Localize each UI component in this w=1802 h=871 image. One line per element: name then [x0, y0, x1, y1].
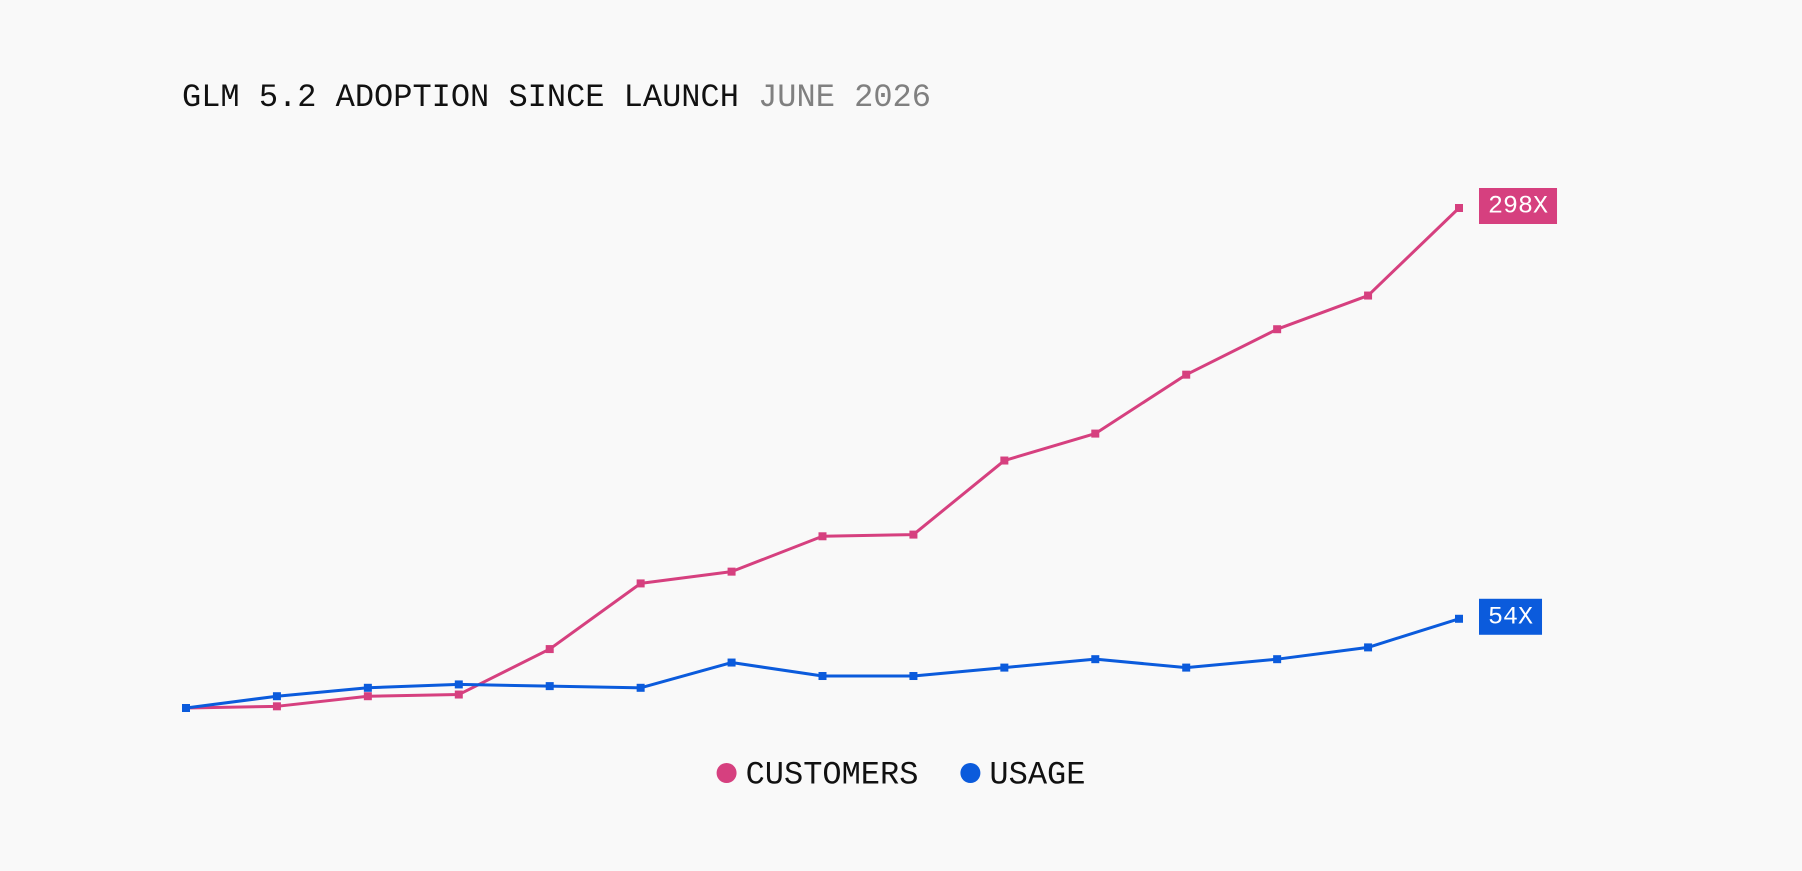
legend-marker [716, 763, 737, 783]
legend: CUSTOMERS USAGE [716, 756, 1085, 793]
value-label-text: 54X [1488, 602, 1533, 631]
value-label-text: 298X [1488, 192, 1548, 221]
point-marker [1273, 325, 1282, 334]
legend-label: USAGE [989, 756, 1085, 793]
point-marker [1091, 655, 1100, 664]
point-marker [1091, 429, 1100, 438]
point-marker [272, 692, 281, 701]
point-marker [363, 692, 372, 701]
point-marker [545, 645, 554, 654]
point-marker [182, 704, 190, 712]
chart-title: GLM 5.2 ADOPTION SINCE LAUNCH JUNE 2026 [182, 79, 931, 116]
point-marker [818, 532, 827, 541]
point-marker [727, 567, 736, 576]
point-marker [909, 672, 918, 681]
value-label-box [1479, 188, 1558, 224]
point-marker [1364, 291, 1373, 300]
point-marker [636, 579, 645, 588]
point-marker [1000, 663, 1009, 672]
value-label-box [1479, 598, 1543, 635]
value-label: 54X [1479, 598, 1543, 635]
point-marker [454, 690, 463, 699]
point-marker [1000, 456, 1009, 465]
point-marker [1182, 663, 1191, 672]
point-marker [909, 530, 918, 539]
title: GLM 5.2 ADOPTION SINCE LAUNCH [182, 79, 739, 116]
point-marker [545, 682, 554, 691]
point-marker [363, 683, 372, 692]
point-marker [454, 680, 463, 689]
point-marker [1273, 655, 1282, 664]
point-marker [818, 672, 827, 681]
legend-label: CUSTOMERS [746, 756, 919, 793]
point-marker [727, 658, 736, 667]
subtitle: JUNE 2026 [758, 79, 931, 116]
point-marker [1182, 370, 1191, 379]
point-marker [1364, 643, 1373, 652]
point-marker [636, 683, 645, 692]
point-marker [1455, 204, 1463, 212]
point-marker [1455, 614, 1463, 623]
value-label: 298X [1479, 188, 1558, 224]
legend-marker [960, 763, 981, 783]
point-marker [272, 702, 281, 711]
